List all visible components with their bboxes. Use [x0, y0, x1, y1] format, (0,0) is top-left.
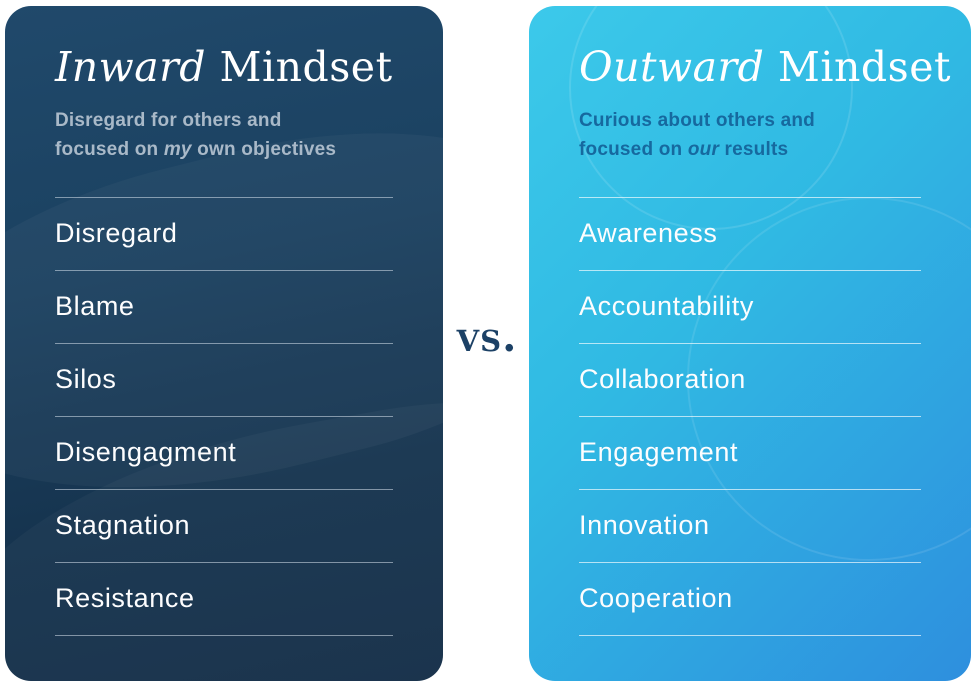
- list-item: Cooperation: [579, 561, 921, 635]
- subtitle-line1: Curious about others and: [579, 110, 815, 132]
- title-italic-word: Inward: [55, 43, 206, 91]
- inward-mindset-card: Inward Mindset Disregard for others and f…: [5, 6, 443, 681]
- title-regular-word: Mindset: [764, 43, 951, 91]
- outward-mindset-card: Outward Mindset Curious about others and…: [529, 6, 971, 681]
- list-item: Accountability: [579, 269, 921, 343]
- list-item: Disengagment: [55, 415, 393, 489]
- title-regular-word: Mindset: [205, 43, 393, 91]
- list-item: Engagement: [579, 415, 921, 489]
- subtitle-emphasis-word: my: [163, 139, 192, 161]
- list-item: Blame: [55, 269, 393, 343]
- list-item: Disregard: [55, 196, 393, 270]
- title-italic-word: Outward: [579, 43, 765, 91]
- outward-card-title: Outward Mindset: [579, 43, 950, 91]
- list-item: Stagnation: [55, 488, 393, 562]
- list-item: Silos: [55, 342, 393, 416]
- inward-trait-list: Disregard Blame Silos Disengagment Stagn…: [55, 196, 393, 636]
- subtitle-line1: Disregard for others and: [55, 110, 282, 132]
- subtitle-line2-pre: focused on: [579, 139, 688, 161]
- subtitle-emphasis-word: our: [687, 139, 720, 161]
- vs-label: vs.: [456, 313, 518, 361]
- outward-card-subtitle: Curious about others and focused on our r…: [579, 107, 921, 165]
- inward-card-subtitle: Disregard for others and focused on my ow…: [55, 107, 393, 165]
- list-item: Resistance: [55, 561, 393, 635]
- inward-card-title: Inward Mindset: [55, 43, 393, 91]
- outward-trait-list: Awareness Accountability Collaboration E…: [579, 196, 921, 636]
- subtitle-line2-post: own objectives: [191, 139, 337, 161]
- subtitle-line2-pre: focused on: [55, 139, 164, 161]
- list-item: Awareness: [579, 196, 921, 270]
- subtitle-line2-post: results: [719, 139, 789, 161]
- list-item: Innovation: [579, 488, 921, 562]
- list-item: Collaboration: [579, 342, 921, 416]
